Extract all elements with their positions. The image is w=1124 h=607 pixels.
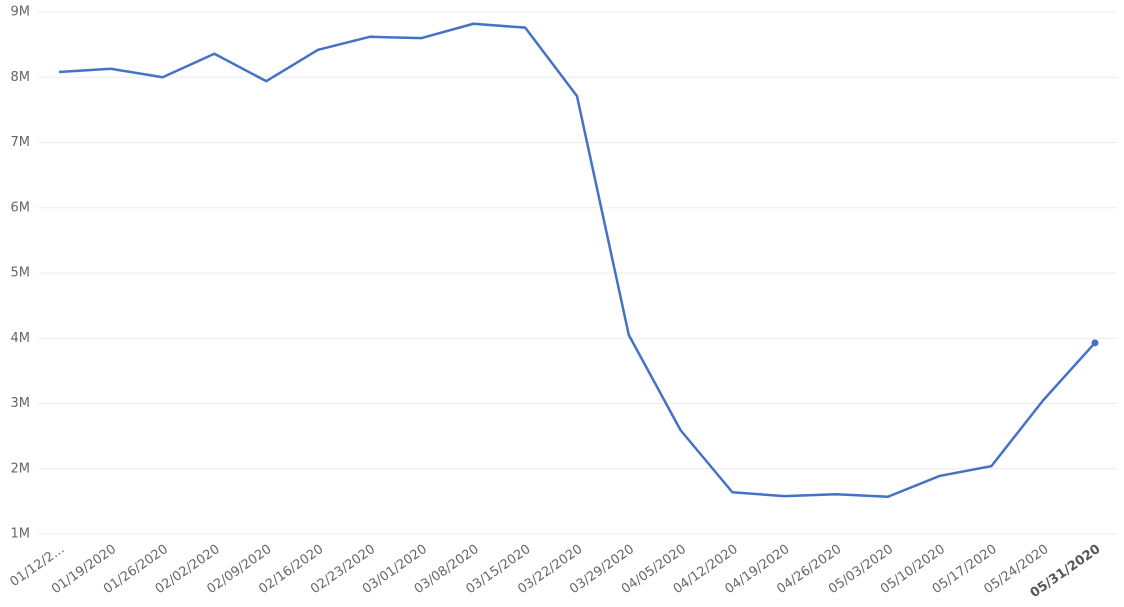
- line-series: [58, 22, 1096, 499]
- y-tick-label: 3M: [11, 396, 31, 411]
- point: [1091, 339, 1099, 347]
- y-tick-label: 6M: [11, 200, 31, 215]
- y-tick-label: 9M: [11, 5, 31, 20]
- y-tick-label: 4M: [11, 331, 31, 346]
- y-tick-label: 5M: [11, 266, 31, 281]
- y-tick-label: 8M: [11, 70, 31, 85]
- y-tick-label: 2M: [11, 461, 31, 476]
- y-tick-label: 7M: [11, 135, 31, 150]
- y-tick-label: 1M: [11, 527, 31, 542]
